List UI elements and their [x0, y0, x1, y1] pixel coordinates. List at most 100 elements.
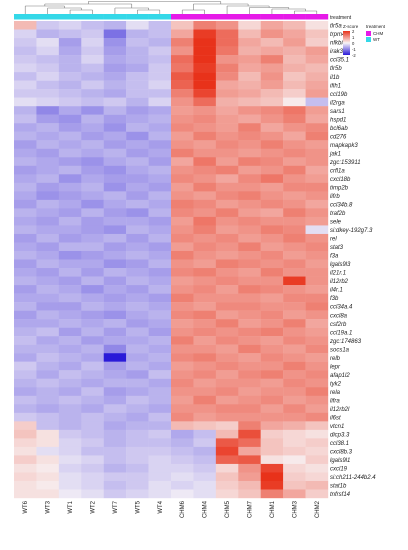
heatmap-cell [148, 319, 172, 328]
heatmap-cell [58, 421, 82, 431]
heatmap-cell [215, 38, 239, 47]
heatmap-cell [14, 89, 37, 98]
heatmap-cell [148, 438, 172, 448]
heatmap-cell [36, 89, 60, 98]
legend-label-wt: WT [373, 37, 380, 42]
heatmap-cell [193, 404, 217, 414]
heatmap-cell [260, 80, 284, 90]
row-label: hspd1 [330, 117, 346, 123]
heatmap-cell [215, 131, 239, 141]
heatmap-cell [238, 225, 261, 235]
heatmap-cell [193, 463, 217, 473]
heatmap-cell [283, 157, 306, 167]
heatmap-cell [126, 38, 149, 47]
heatmap-cell [81, 242, 104, 252]
annotation-cell [81, 14, 104, 20]
heatmap-cell [81, 276, 104, 286]
heatmap-cell [305, 319, 329, 328]
heatmap-cell [283, 174, 306, 184]
heatmap-cell [103, 438, 127, 448]
heatmap-cell [81, 361, 104, 371]
heatmap-cell [171, 199, 194, 209]
heatmap-cell [81, 412, 104, 422]
heatmap-cell [283, 319, 306, 328]
heatmap-cell [14, 421, 37, 431]
heatmap-cell [260, 148, 284, 158]
heatmap-cell [81, 191, 104, 201]
heatmap-cell [215, 191, 239, 201]
heatmap-cell [171, 404, 194, 414]
heatmap-cell [81, 123, 104, 132]
heatmap-cell [36, 250, 60, 260]
heatmap-cell [81, 216, 104, 226]
heatmap-cell [238, 455, 261, 465]
heatmap-cell [305, 327, 329, 337]
heatmap-cell [148, 174, 172, 184]
heatmap-cell [103, 293, 127, 303]
heatmap-cell [81, 157, 104, 167]
row-label: mapkapk3 [330, 143, 358, 149]
heatmap-cell [126, 421, 149, 431]
heatmap-cell [126, 276, 149, 286]
heatmap-cell [126, 387, 149, 396]
heatmap-cell [171, 446, 194, 456]
heatmap-cell [283, 63, 306, 73]
row-label: ccl19b [330, 92, 348, 98]
heatmap-cell [238, 429, 261, 439]
heatmap-cell [103, 472, 127, 482]
heatmap-cell [103, 63, 127, 73]
heatmap-cell [283, 361, 306, 371]
heatmap-cell [58, 310, 82, 320]
heatmap-cell [126, 370, 149, 379]
heatmap-cell [305, 480, 329, 490]
heatmap-cell [148, 395, 172, 405]
heatmap-cell [126, 97, 149, 107]
heatmap-cell [305, 361, 329, 371]
row-label: jak1 [329, 151, 341, 157]
heatmap-cell [36, 438, 60, 448]
heatmap-cell [238, 157, 261, 167]
heatmap-cell [283, 46, 306, 56]
heatmap-cell [283, 208, 306, 218]
heatmap-cell [305, 38, 329, 47]
heatmap-cell [238, 489, 261, 499]
heatmap-cell [260, 404, 284, 414]
heatmap-cell [81, 114, 104, 124]
heatmap-cell [305, 131, 329, 141]
heatmap-cell [58, 72, 82, 81]
heatmap-cell [126, 463, 149, 473]
heatmap-cell [260, 310, 284, 320]
treatment-annotation-bar [14, 14, 329, 20]
column-label: CHM5 [225, 500, 231, 518]
heatmap-cell [36, 293, 60, 303]
heatmap-cell [305, 199, 329, 209]
heatmap-cell [193, 472, 217, 482]
heatmap-cell [58, 114, 82, 124]
heatmap-cell [238, 72, 261, 81]
heatmap-cell [103, 131, 127, 141]
heatmap-cell [14, 182, 37, 192]
heatmap-cell [171, 344, 194, 354]
heatmap-cell [260, 242, 284, 252]
heatmap-cell [36, 165, 60, 175]
heatmap-cell [148, 157, 172, 167]
heatmap-cell [148, 208, 172, 218]
heatmap-cell [215, 378, 239, 388]
heatmap-cell [103, 157, 127, 167]
heatmap-cell [305, 191, 329, 201]
heatmap-cell [215, 174, 239, 184]
heatmap-cell [215, 250, 239, 260]
heatmap-cell [103, 463, 127, 473]
heatmap-cell [305, 80, 329, 90]
heatmap-cell [36, 353, 60, 362]
heatmap-cell [171, 208, 194, 218]
heatmap-cell [148, 310, 172, 320]
heatmap-cell [126, 199, 149, 209]
heatmap-cell [260, 378, 284, 388]
row-label: si:dkey-192g7.3 [330, 228, 373, 234]
heatmap-cell [171, 327, 194, 337]
heatmap-cell [103, 97, 127, 107]
annotation-cell [238, 14, 261, 20]
row-label: relb [330, 356, 341, 362]
heatmap-cell [148, 72, 172, 81]
